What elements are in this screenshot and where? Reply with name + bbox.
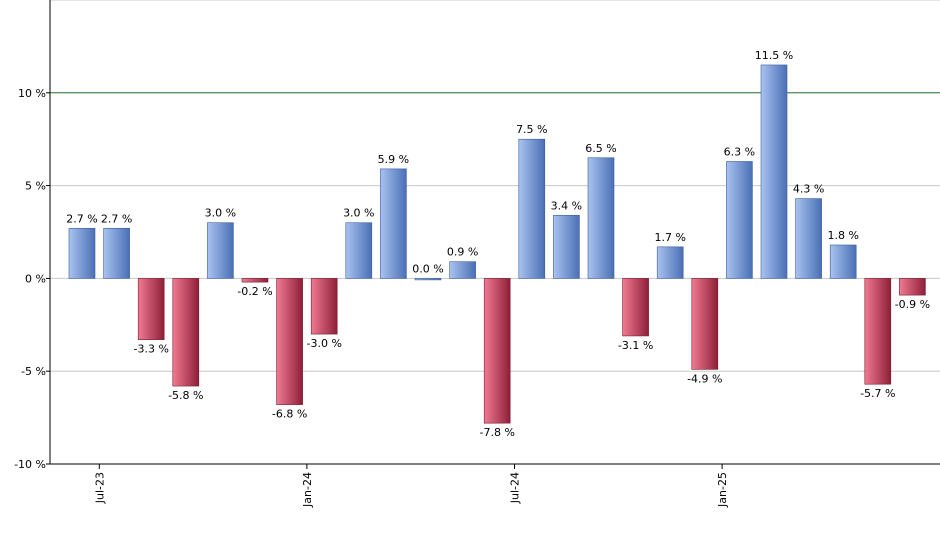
bar-positive — [829, 244, 857, 279]
data-label: -3.1 % — [618, 339, 653, 352]
bar-negative — [241, 278, 269, 283]
data-label: 3.4 % — [551, 199, 582, 212]
data-label: 11.5 % — [755, 49, 793, 62]
y-tick-label: -5 % — [21, 365, 46, 378]
bar-positive — [68, 227, 96, 279]
x-tick-label: Jul-23 — [93, 472, 106, 504]
data-label: 3.0 % — [343, 207, 374, 220]
bar-positive — [553, 214, 580, 279]
bar-positive — [760, 64, 788, 279]
bar-negative — [622, 278, 649, 337]
y-tick-label: 5 % — [25, 180, 46, 193]
y-tick-label: 0 % — [25, 272, 46, 285]
bar-negative — [172, 278, 200, 387]
bar-positive — [726, 161, 753, 279]
data-label: -7.8 % — [479, 426, 514, 439]
data-label: 2.7 % — [101, 212, 132, 225]
bar-positive — [414, 278, 442, 281]
bar-positive — [449, 261, 476, 279]
y-tick-label: -10 % — [14, 458, 46, 471]
data-label: 1.7 % — [654, 231, 685, 244]
bar-positive — [518, 138, 546, 279]
data-label: 3.0 % — [205, 207, 236, 220]
x-tick-label: Jan-24 — [301, 472, 314, 508]
bar-positive — [656, 246, 684, 279]
bar-negative — [691, 278, 719, 370]
bar-positive — [103, 227, 130, 279]
data-label: 6.5 % — [585, 142, 616, 155]
data-label: 4.3 % — [793, 183, 824, 196]
axes-layer: 10 % 5 % 0 % -5 % -10 % Jul-23 Jan-24 Jul-24 Jan… — [14, 0, 940, 508]
data-label: -3.3 % — [133, 343, 168, 356]
data-label: 2.7 % — [66, 212, 97, 225]
data-label: 0.0 % — [412, 262, 443, 275]
data-label: 6.3 % — [724, 145, 755, 158]
x-tick-label: Jul-24 — [509, 472, 522, 504]
y-tick-label: 10 % — [18, 87, 46, 100]
data-label: -5.8 % — [168, 389, 203, 402]
labels-layer: 2.7 % 2.7 % -3.3 % -5.8 % 3.0 % -0.2 % -6.8 % -… — [66, 49, 930, 439]
data-label: 0.9 % — [447, 246, 478, 259]
data-label: -5.7 % — [860, 387, 895, 400]
data-label: -0.9 % — [895, 298, 930, 311]
data-label: -3.0 % — [306, 337, 341, 350]
bar-positive — [587, 157, 615, 279]
bar-positive — [207, 222, 234, 279]
bar-negative — [483, 278, 511, 424]
bar-positive — [345, 222, 373, 279]
data-label: -4.9 % — [687, 372, 722, 385]
bar-negative — [899, 278, 926, 296]
bar-negative — [864, 278, 892, 385]
bar-positive — [380, 168, 407, 279]
data-label: 7.5 % — [516, 123, 547, 136]
x-tick-label: Jan-25 — [716, 472, 729, 508]
bars-layer — [68, 64, 926, 424]
data-label: -6.8 % — [272, 408, 307, 421]
bar-negative — [276, 278, 303, 405]
data-label: 1.8 % — [827, 229, 858, 242]
bar-negative — [137, 278, 165, 340]
bar-positive — [795, 198, 822, 279]
bar-negative — [310, 278, 338, 335]
data-label: -0.2 % — [237, 285, 272, 298]
data-label: 5.9 % — [378, 153, 409, 166]
